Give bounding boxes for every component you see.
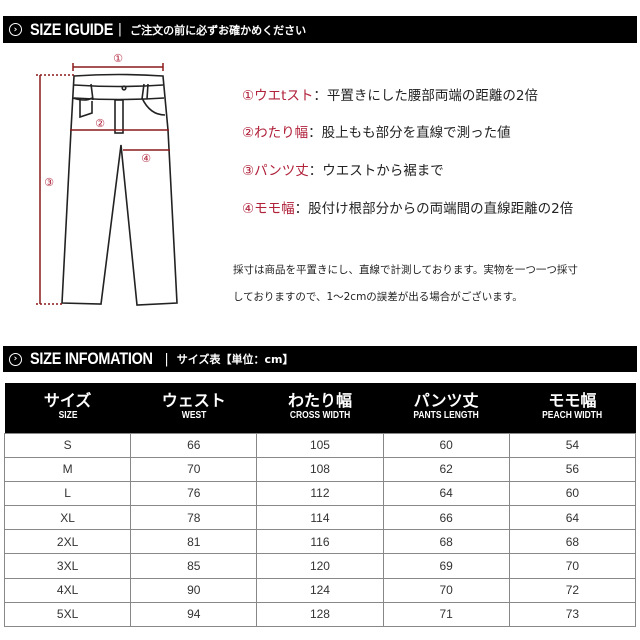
marker-4: ④ [141, 152, 151, 165]
table-row: 2XL 81 116 68 68 [3, 529, 637, 555]
spec-text: ：股上もも部分を直線で測った値 [308, 125, 511, 141]
measure-lines [36, 63, 170, 305]
chevron-right-circle-icon: › [9, 23, 22, 36]
size-table: サイズ SIZE ウェスト WEST わたり幅 CROSS WIDTH パンツ丈 PANTS … [3, 383, 637, 628]
table-cell: 60 [382, 432, 510, 458]
table-row: S 66 105 60 54 [3, 432, 637, 458]
column-header: モモ幅 PEACH WIDTH [509, 383, 636, 433]
column-header-jp: パンツ丈 [413, 393, 479, 411]
table-body: S 66 105 60 54 M 70 108 62 56 L 76 112 64 60 XL 78 114 66 6… [3, 432, 637, 628]
table-cell: 128 [256, 601, 384, 628]
table-cell: 114 [256, 505, 384, 531]
table-cell: 66 [382, 505, 510, 531]
table-cell: S [3, 432, 132, 458]
table-cell: 68 [508, 529, 637, 555]
size-info-title: SIZE INFOMATION [30, 349, 153, 368]
column-header-jp: ウェスト [161, 393, 226, 411]
marker-1: ① [113, 52, 123, 65]
table-cell: 94 [130, 601, 258, 628]
table-cell: 68 [382, 529, 510, 555]
table-cell: 3XL [3, 553, 132, 579]
table-cell: XL [3, 505, 132, 531]
marker-3: ③ [44, 176, 54, 189]
separator: | [117, 22, 123, 37]
table-cell: 120 [256, 553, 384, 579]
column-header: パンツ丈 PANTS LENGTH [383, 383, 510, 433]
size-guide-subtitle: ご注文の前に必ずお確かめください [130, 23, 307, 37]
table-cell: 108 [256, 456, 384, 482]
spec-text: ：平置きにした腰部両端の距離の2倍 [313, 88, 538, 104]
column-header: サイズ SIZE [4, 383, 131, 433]
column-header: わたり幅 CROSS WIDTH [256, 383, 384, 433]
table-cell: 54 [508, 432, 637, 458]
table-cell: 70 [130, 456, 258, 482]
table-cell: 112 [256, 480, 384, 507]
column-header: ウェスト WEST [130, 383, 257, 433]
table-cell: 56 [508, 456, 637, 482]
table-row: XL 78 114 66 64 [3, 505, 637, 531]
table-cell: 70 [382, 577, 510, 603]
table-cell: 60 [508, 480, 637, 507]
table-row: 3XL 85 120 69 70 [3, 553, 637, 579]
table-cell: 90 [130, 577, 258, 603]
table-row: 5XL 94 128 71 73 [3, 601, 637, 628]
table-cell: 81 [130, 529, 258, 555]
spec-label: ①ウエtスト [242, 88, 314, 104]
measure-note-line1: 採寸は商品を平置きにし、直線で計測しております。実物を一つ一つ採寸 [233, 264, 578, 276]
spec-thigh-width: ④モモ幅：股付け根部分からの両端間の直線距離の2倍 [242, 197, 573, 217]
column-header-jp: サイズ [43, 393, 92, 411]
table-row: M 70 108 62 56 [3, 456, 637, 482]
table-cell: 76 [130, 480, 258, 507]
separator: | [164, 351, 169, 367]
table-cell: 62 [382, 456, 510, 482]
pants-diagram: ① ② ③ ④ [36, 52, 178, 306]
size-info-subtitle: サイズ表【単位：cm】 [176, 353, 294, 366]
table-cell: 5XL [3, 601, 132, 628]
spec-label: ④モモ幅 [242, 201, 295, 217]
spec-text: ：ウエストから裾まで [308, 163, 444, 179]
column-header-en: SIZE [58, 409, 78, 421]
size-guide-header: › SIZE IGUIDE | ご注文の前に必ずお確かめください [3, 16, 637, 43]
marker-2: ② [95, 117, 105, 130]
table-cell: 116 [256, 529, 384, 555]
spec-label: ②わたり幅 [242, 125, 309, 141]
column-header-jp: モモ幅 [548, 393, 597, 411]
table-row: 4XL 90 124 70 72 [3, 577, 637, 603]
table-cell: 124 [256, 577, 384, 603]
table-cell: 70 [508, 553, 637, 579]
table-cell: 64 [382, 480, 510, 507]
column-header-en: PANTS LENGTH [413, 409, 479, 421]
size-guide-title: SIZE IGUIDE [30, 19, 114, 39]
chevron-right-circle-icon: › [9, 352, 22, 366]
spec-waist: ①ウエtスト：平置きにした腰部両端の距離の2倍 [242, 84, 538, 104]
table-cell: M [3, 456, 132, 482]
size-info-header: › SIZE INFOMATION | サイズ表【単位：cm】 [3, 346, 637, 372]
spec-cross-width: ②わたり幅：股上もも部分を直線で測った値 [242, 121, 511, 141]
spec-label: ③パンツ丈 [242, 163, 309, 179]
column-header-en: WEST [181, 409, 207, 421]
pants-outline [61, 73, 178, 306]
table-cell: 78 [130, 505, 258, 531]
table-cell: 2XL [3, 529, 132, 555]
column-header-en: CROSS WIDTH [289, 409, 351, 421]
table-cell: 72 [508, 577, 637, 603]
table-cell: 64 [508, 505, 637, 531]
column-header-en: PEACH WIDTH [542, 409, 603, 421]
table-cell: 69 [382, 553, 510, 579]
table-cell: L [3, 480, 132, 507]
table-row: L 76 112 64 60 [3, 480, 637, 507]
column-header-jp: わたり幅 [287, 393, 352, 411]
measure-note-line2: しておりますので、1～2cmの誤差が出る場合がございます。 [233, 291, 523, 303]
spec-text: ：股付け根部分からの両端間の直線距離の2倍 [294, 201, 574, 217]
table-cell: 4XL [3, 577, 132, 603]
spec-pants-length: ③パンツ丈：ウエストから裾まで [242, 159, 444, 179]
table-cell: 85 [130, 553, 258, 579]
table-cell: 105 [256, 432, 384, 458]
table-cell: 73 [508, 601, 637, 628]
table-header-row: サイズ SIZE ウェスト WEST わたり幅 CROSS WIDTH パンツ丈 PANTS … [4, 383, 636, 433]
table-cell: 71 [382, 601, 510, 628]
table-cell: 66 [130, 432, 258, 458]
